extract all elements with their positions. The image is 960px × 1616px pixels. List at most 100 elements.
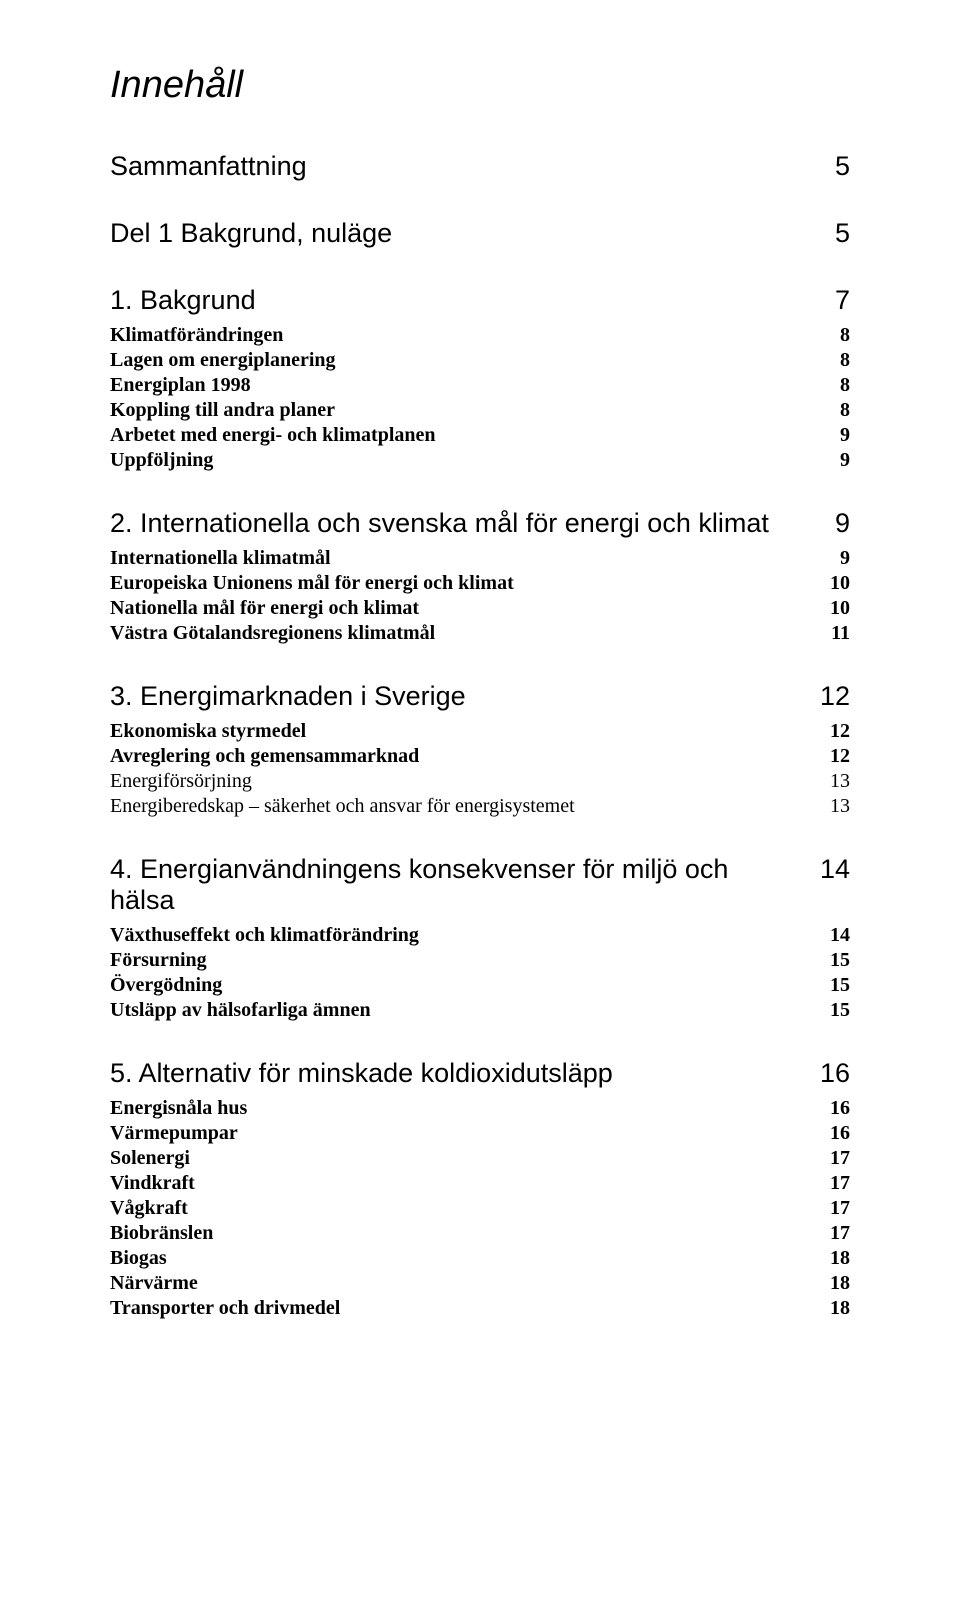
toc-entry-label: Uppföljning <box>110 449 810 472</box>
toc-entry-page: 9 <box>810 449 850 472</box>
toc-entry-label: Sammanfattning <box>110 151 810 182</box>
toc-entry: Vindkraft17 <box>110 1172 850 1195</box>
toc-entry-label: Del 1 Bakgrund, nuläge <box>110 218 810 249</box>
toc-entry: Sammanfattning5 <box>110 151 850 182</box>
toc-entry: Västra Götalandsregionens klimatmål11 <box>110 622 850 645</box>
toc-entry-page: 8 <box>810 349 850 372</box>
toc-entry: Europeiska Unionens mål för energi och k… <box>110 572 850 595</box>
toc-entry-label: Energiplan 1998 <box>110 374 810 397</box>
toc-entry-label: Biobränslen <box>110 1222 810 1245</box>
toc-entry: Biogas18 <box>110 1247 850 1270</box>
toc-entry: Arbetet med energi- och klimatplanen9 <box>110 424 850 447</box>
toc-entry: 3. Energimarknaden i Sverige12 <box>110 681 850 712</box>
toc-entry-page: 17 <box>810 1147 850 1170</box>
toc-entry-label: Internationella klimatmål <box>110 547 810 570</box>
toc-entry-label: 3. Energimarknaden i Sverige <box>110 681 810 712</box>
toc-entry: Värmepumpar16 <box>110 1122 850 1145</box>
toc-entry: Koppling till andra planer8 <box>110 399 850 422</box>
toc-entry-label: Arbetet med energi- och klimatplanen <box>110 424 810 447</box>
toc-entry: Avreglering och gemensammarknad12 <box>110 745 850 768</box>
toc-entry-page: 13 <box>810 795 850 818</box>
toc-entry-label: Närvärme <box>110 1272 810 1295</box>
toc-entry-page: 14 <box>810 924 850 947</box>
toc-entry-page: 12 <box>810 681 850 712</box>
table-of-contents: Sammanfattning5Del 1 Bakgrund, nuläge51.… <box>110 151 850 1320</box>
toc-entry: Energiförsörjning13 <box>110 770 850 793</box>
page-title: Innehåll <box>110 64 850 107</box>
toc-entry: 1. Bakgrund7 <box>110 285 850 316</box>
toc-entry-page: 15 <box>810 974 850 997</box>
toc-entry-label: Lagen om energiplanering <box>110 349 810 372</box>
toc-entry: Biobränslen17 <box>110 1222 850 1245</box>
toc-entry-page: 8 <box>810 374 850 397</box>
toc-entry-page: 18 <box>810 1297 850 1320</box>
toc-entry-page: 17 <box>810 1222 850 1245</box>
toc-entry-label: 4. Energianvändningens konsekvenser för … <box>110 854 810 916</box>
toc-entry-label: Biogas <box>110 1247 810 1270</box>
toc-entry-label: Västra Götalandsregionens klimatmål <box>110 622 810 645</box>
toc-entry-page: 16 <box>810 1097 850 1120</box>
toc-entry-page: 15 <box>810 999 850 1022</box>
toc-entry-label: Avreglering och gemensammarknad <box>110 745 810 768</box>
toc-entry: Nationella mål för energi och klimat10 <box>110 597 850 620</box>
toc-entry-page: 16 <box>810 1058 850 1089</box>
toc-entry-page: 12 <box>810 720 850 743</box>
toc-entry-label: Klimatförändringen <box>110 324 810 347</box>
toc-entry: Växthuseffekt och klimatförändring14 <box>110 924 850 947</box>
toc-entry: Klimatförändringen8 <box>110 324 850 347</box>
toc-entry-label: Försurning <box>110 949 810 972</box>
toc-entry-page: 13 <box>810 770 850 793</box>
toc-entry-page: 10 <box>810 597 850 620</box>
toc-entry: Närvärme18 <box>110 1272 850 1295</box>
toc-entry: Del 1 Bakgrund, nuläge5 <box>110 218 850 249</box>
toc-entry: Utsläpp av hälsofarliga ämnen15 <box>110 999 850 1022</box>
toc-entry: Ekonomiska styrmedel12 <box>110 720 850 743</box>
toc-entry: Lagen om energiplanering8 <box>110 349 850 372</box>
toc-entry: Energiplan 19988 <box>110 374 850 397</box>
toc-entry-page: 8 <box>810 324 850 347</box>
toc-entry-label: Nationella mål för energi och klimat <box>110 597 810 620</box>
toc-entry-page: 17 <box>810 1172 850 1195</box>
toc-entry-label: Transporter och drivmedel <box>110 1297 810 1320</box>
toc-entry-label: Vågkraft <box>110 1197 810 1220</box>
toc-entry-page: 7 <box>810 285 850 316</box>
toc-entry-label: Energisnåla hus <box>110 1097 810 1120</box>
toc-entry-label: Utsläpp av hälsofarliga ämnen <box>110 999 810 1022</box>
toc-entry: Övergödning15 <box>110 974 850 997</box>
toc-entry-page: 14 <box>810 854 850 885</box>
toc-entry-page: 9 <box>810 508 850 539</box>
toc-entry-page: 5 <box>810 218 850 249</box>
toc-entry-page: 15 <box>810 949 850 972</box>
toc-entry: Energiberedskap – säkerhet och ansvar fö… <box>110 795 850 818</box>
toc-entry-label: 2. Internationella och svenska mål för e… <box>110 508 810 539</box>
toc-entry-label: Ekonomiska styrmedel <box>110 720 810 743</box>
toc-entry-page: 9 <box>810 547 850 570</box>
toc-entry-page: 12 <box>810 745 850 768</box>
toc-entry-page: 5 <box>810 151 850 182</box>
toc-entry: Vågkraft17 <box>110 1197 850 1220</box>
toc-entry: Solenergi17 <box>110 1147 850 1170</box>
toc-entry-label: Växthuseffekt och klimatförändring <box>110 924 810 947</box>
toc-entry-page: 18 <box>810 1247 850 1270</box>
toc-entry-page: 17 <box>810 1197 850 1220</box>
toc-entry-label: Koppling till andra planer <box>110 399 810 422</box>
toc-entry-page: 9 <box>810 424 850 447</box>
toc-entry: Uppföljning9 <box>110 449 850 472</box>
toc-entry-page: 18 <box>810 1272 850 1295</box>
toc-entry-label: 1. Bakgrund <box>110 285 810 316</box>
toc-entry-label: Energiberedskap – säkerhet och ansvar fö… <box>110 795 810 818</box>
toc-entry: Transporter och drivmedel18 <box>110 1297 850 1320</box>
toc-entry-label: 5. Alternativ för minskade koldioxidutsl… <box>110 1058 810 1089</box>
toc-entry-label: Solenergi <box>110 1147 810 1170</box>
toc-entry: Försurning15 <box>110 949 850 972</box>
toc-entry: 5. Alternativ för minskade koldioxidutsl… <box>110 1058 850 1089</box>
toc-entry-page: 10 <box>810 572 850 595</box>
toc-entry: 4. Energianvändningens konsekvenser för … <box>110 854 850 916</box>
toc-entry-page: 11 <box>810 622 850 645</box>
toc-entry-label: Värmepumpar <box>110 1122 810 1145</box>
toc-entry: 2. Internationella och svenska mål för e… <box>110 508 850 539</box>
toc-entry: Energisnåla hus16 <box>110 1097 850 1120</box>
toc-entry-page: 8 <box>810 399 850 422</box>
toc-entry-label: Europeiska Unionens mål för energi och k… <box>110 572 810 595</box>
toc-entry: Internationella klimatmål9 <box>110 547 850 570</box>
